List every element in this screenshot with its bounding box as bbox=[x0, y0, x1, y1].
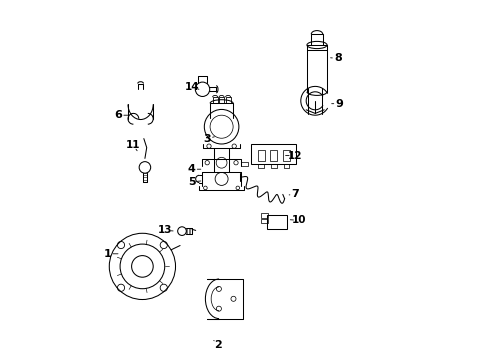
Text: 5: 5 bbox=[188, 177, 196, 187]
Text: 9: 9 bbox=[335, 99, 343, 109]
Bar bbox=[270, 150, 277, 161]
Text: 7: 7 bbox=[292, 189, 299, 199]
Text: 1: 1 bbox=[103, 249, 111, 259]
Text: 2: 2 bbox=[214, 340, 222, 350]
Text: 6: 6 bbox=[114, 110, 122, 120]
Text: 3: 3 bbox=[203, 134, 211, 144]
Bar bbox=[261, 219, 268, 223]
Bar bbox=[283, 150, 290, 161]
Text: 4: 4 bbox=[188, 164, 196, 174]
Text: 13: 13 bbox=[158, 225, 172, 235]
Bar bbox=[261, 213, 268, 218]
Bar bbox=[268, 215, 287, 229]
Bar bbox=[258, 150, 265, 161]
Text: 10: 10 bbox=[292, 215, 306, 225]
Text: 8: 8 bbox=[334, 53, 342, 63]
Text: 11: 11 bbox=[125, 140, 140, 150]
Text: 14: 14 bbox=[184, 82, 199, 92]
Bar bbox=[251, 144, 296, 164]
Text: 12: 12 bbox=[288, 150, 302, 161]
